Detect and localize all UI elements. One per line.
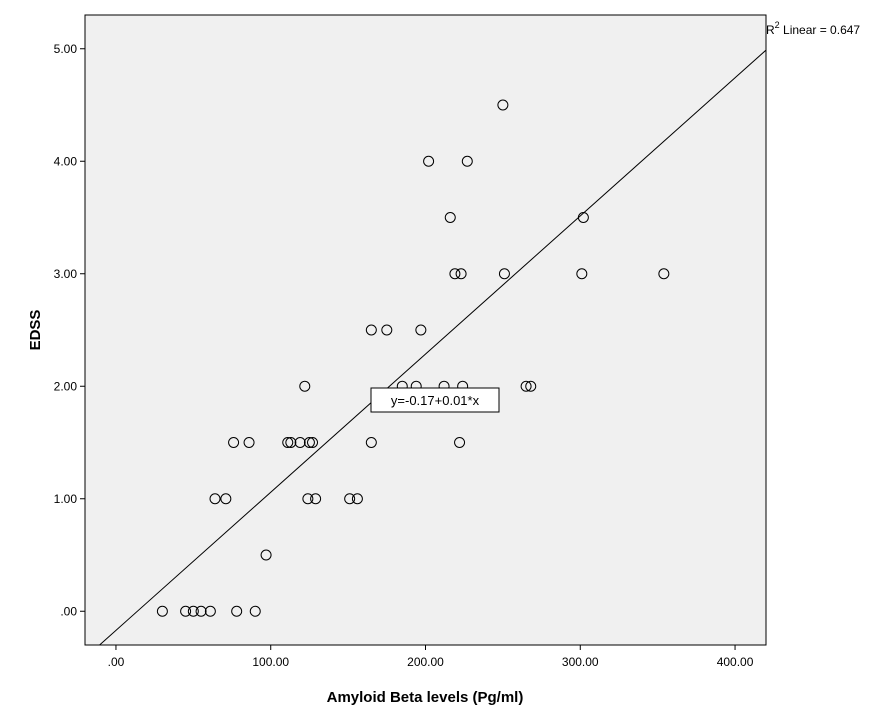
- equation-label: y=-0.17+0.01*x: [391, 393, 480, 408]
- data-point: [525, 380, 537, 392]
- data-point: [285, 437, 297, 448]
- data-point: [282, 437, 294, 448]
- x-axis-title: Amyloid Beta levels (Pg/ml): [327, 689, 524, 706]
- r2-sup: 2: [775, 20, 780, 30]
- y-axis: .00 1.00 2.00 3.00 4.00 5.00: [54, 42, 85, 618]
- data-point: [195, 605, 207, 617]
- data-point: [220, 493, 232, 505]
- fit-line: [98, 49, 766, 645]
- data-point: [365, 437, 377, 448]
- data-point: [294, 437, 306, 448]
- data-point: [444, 212, 456, 223]
- data-point: [231, 605, 243, 617]
- y-tick-label: 1.00: [54, 492, 78, 506]
- data-point: [187, 605, 199, 617]
- data-point: [243, 437, 255, 448]
- x-tick-label: 100.00: [252, 655, 289, 669]
- data-point: [497, 99, 509, 111]
- data-point: [461, 155, 473, 167]
- data-point: [303, 437, 315, 448]
- data-point: [204, 605, 216, 617]
- data-point: [310, 493, 322, 505]
- data-point: [228, 437, 240, 448]
- y-tick-label: .00: [60, 604, 77, 618]
- x-tick-label: .00: [108, 655, 125, 669]
- data-point: [365, 324, 377, 336]
- data-point: [498, 268, 510, 280]
- r2-prefix: R: [766, 23, 775, 37]
- x-tick-label: 400.00: [717, 655, 754, 669]
- r2-suffix: Linear = 0.647: [780, 23, 861, 37]
- r2-label: R2 Linear = 0.647: [766, 20, 860, 37]
- data-point: [577, 212, 589, 223]
- data-point: [520, 380, 532, 392]
- y-tick-label: 2.00: [54, 379, 78, 393]
- data-point: [180, 605, 192, 617]
- data-point: [415, 324, 427, 336]
- x-tick-label: 300.00: [562, 655, 599, 669]
- x-axis: .00 100.00 200.00 300.00 400.00: [108, 645, 754, 669]
- data-point: [449, 268, 461, 280]
- data-point: [249, 605, 261, 617]
- data-point: [454, 437, 466, 448]
- data-point: [351, 493, 363, 505]
- data-point: [658, 268, 670, 280]
- data-point: [576, 268, 588, 280]
- plot-content: [98, 49, 766, 645]
- y-tick-label: 5.00: [54, 42, 78, 56]
- y-tick-label: 3.00: [54, 267, 78, 281]
- y-tick-label: 4.00: [54, 154, 78, 168]
- data-point: [381, 324, 393, 336]
- equation-box: y=-0.17+0.01*x: [370, 387, 500, 413]
- data-point: [423, 155, 435, 167]
- data-point: [299, 380, 311, 392]
- data-point: [344, 493, 356, 505]
- data-point: [307, 437, 319, 448]
- data-point: [156, 605, 168, 617]
- data-point: [455, 268, 467, 280]
- data-point: [209, 493, 221, 505]
- data-points: [156, 99, 670, 617]
- x-tick-label: 200.00: [407, 655, 444, 669]
- data-point: [302, 493, 314, 505]
- y-axis-title: EDSS: [27, 310, 44, 351]
- data-point: [260, 549, 272, 561]
